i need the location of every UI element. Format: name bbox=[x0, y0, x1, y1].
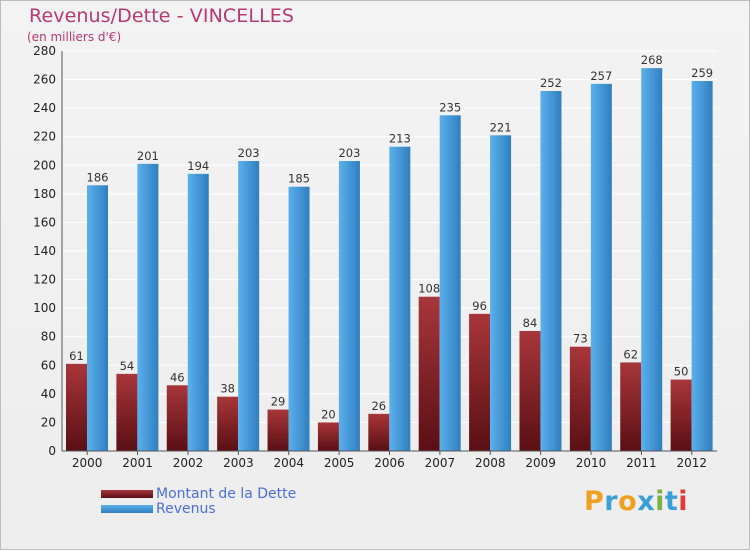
x-tick-label: 2003 bbox=[223, 456, 254, 470]
data-label-debt: 61 bbox=[69, 349, 84, 363]
proxiti-logo: Proxiti bbox=[584, 486, 688, 517]
bar-debt bbox=[519, 331, 541, 451]
x-tick-label: 2002 bbox=[173, 456, 204, 470]
bar-debt bbox=[267, 409, 289, 451]
data-label-revenue: 186 bbox=[87, 170, 109, 184]
bar-revenue bbox=[389, 146, 411, 451]
y-tick-label: 160 bbox=[33, 215, 56, 229]
data-label-revenue: 203 bbox=[238, 146, 260, 160]
x-tick-label: 2009 bbox=[525, 456, 556, 470]
bar-debt bbox=[569, 346, 591, 451]
bar-revenue bbox=[439, 115, 461, 452]
data-label-debt: 62 bbox=[623, 347, 638, 361]
bar-revenue bbox=[338, 161, 360, 451]
x-tick-label: 2008 bbox=[475, 456, 506, 470]
y-tick-label: 180 bbox=[33, 187, 56, 201]
legend-label-revenue: Revenus bbox=[156, 501, 216, 517]
y-tick-label: 0 bbox=[48, 444, 56, 458]
bar-revenue bbox=[590, 83, 612, 451]
data-label-debt: 46 bbox=[170, 370, 185, 384]
y-tick-label: 260 bbox=[33, 73, 56, 87]
y-tick-label: 220 bbox=[33, 130, 56, 144]
data-label-revenue: 235 bbox=[439, 100, 461, 114]
data-label-debt: 84 bbox=[523, 316, 538, 330]
logo-letter: i bbox=[678, 486, 689, 517]
data-labels: 61 186 54 201 46 194 38 203 29 185 20 203 26 213 108 23… bbox=[69, 53, 713, 421]
x-tick-label: 2010 bbox=[576, 456, 607, 470]
x-tick-label: 2011 bbox=[626, 456, 657, 470]
data-label-debt: 20 bbox=[321, 407, 336, 421]
data-label-debt: 38 bbox=[220, 382, 235, 396]
legend-label-debt: Montant de la Dette bbox=[156, 486, 297, 502]
y-tick-label: 280 bbox=[33, 44, 56, 58]
bar-revenue bbox=[288, 186, 310, 451]
bar-revenue bbox=[540, 91, 562, 451]
x-tick-label: 2004 bbox=[273, 456, 304, 470]
bar-debt bbox=[116, 373, 138, 451]
data-label-debt: 29 bbox=[271, 395, 286, 409]
legend-swatch-revenue bbox=[101, 505, 153, 513]
logo-letter: i bbox=[655, 486, 665, 517]
bar-revenue bbox=[187, 173, 209, 451]
y-tick-label: 80 bbox=[41, 330, 56, 344]
bar-revenue bbox=[641, 68, 663, 452]
data-label-debt: 73 bbox=[573, 332, 588, 346]
data-label-debt: 50 bbox=[674, 365, 689, 379]
data-label-revenue: 194 bbox=[187, 159, 209, 173]
y-tick-label: 120 bbox=[33, 273, 56, 287]
logo-letter: r bbox=[604, 486, 619, 517]
data-label-revenue: 201 bbox=[137, 149, 159, 163]
bar-revenue bbox=[137, 163, 159, 451]
data-label-debt: 108 bbox=[418, 282, 440, 296]
logo-letter: P bbox=[584, 486, 605, 517]
chart-subtitle: (en milliers d'€) bbox=[27, 30, 122, 44]
bar-debt bbox=[469, 313, 491, 451]
data-label-debt: 54 bbox=[120, 359, 135, 373]
y-tick-label: 200 bbox=[33, 158, 56, 172]
x-tick-label: 2000 bbox=[72, 456, 103, 470]
bar-debt bbox=[66, 363, 87, 451]
bar-debt bbox=[670, 379, 692, 451]
axes: 0204060801001201401601802002202402602802… bbox=[33, 44, 717, 470]
data-label-debt: 26 bbox=[371, 399, 386, 413]
bar-debt bbox=[368, 413, 390, 451]
legend-swatch-debt bbox=[101, 490, 153, 498]
chart-title: Revenus/Dette - VINCELLES bbox=[29, 5, 295, 27]
bars bbox=[66, 68, 713, 452]
logo-letter: t bbox=[664, 486, 679, 517]
data-label-revenue: 252 bbox=[540, 76, 562, 90]
bar-revenue bbox=[691, 81, 713, 451]
logo-letter: x bbox=[637, 486, 656, 517]
y-tick-label: 100 bbox=[33, 301, 56, 315]
y-tick-label: 240 bbox=[33, 101, 56, 115]
bar-debt bbox=[418, 296, 440, 451]
logo-letter: o bbox=[618, 486, 638, 517]
x-tick-label: 2007 bbox=[425, 456, 456, 470]
data-label-revenue: 185 bbox=[288, 172, 310, 186]
data-label-debt: 96 bbox=[472, 299, 487, 313]
data-label-revenue: 213 bbox=[389, 132, 411, 146]
bar-revenue bbox=[490, 135, 512, 452]
data-label-revenue: 259 bbox=[691, 66, 713, 80]
data-label-revenue: 221 bbox=[490, 120, 512, 134]
x-tick-label: 2001 bbox=[122, 456, 153, 470]
x-tick-label: 2005 bbox=[324, 456, 355, 470]
data-label-revenue: 268 bbox=[641, 53, 663, 67]
bar-debt bbox=[620, 362, 642, 451]
bar-debt bbox=[166, 385, 188, 451]
y-tick-label: 140 bbox=[33, 244, 56, 258]
bar-revenue bbox=[87, 185, 108, 452]
y-tick-label: 60 bbox=[41, 358, 56, 372]
bar-debt bbox=[317, 422, 339, 451]
y-tick-label: 40 bbox=[41, 387, 56, 401]
data-label-revenue: 257 bbox=[590, 69, 612, 83]
y-tick-label: 20 bbox=[41, 415, 56, 429]
bar-revenue bbox=[238, 161, 260, 451]
bar-debt bbox=[217, 396, 239, 451]
x-tick-label: 2006 bbox=[374, 456, 405, 470]
data-label-revenue: 203 bbox=[338, 146, 360, 160]
x-tick-label: 2012 bbox=[677, 456, 708, 470]
